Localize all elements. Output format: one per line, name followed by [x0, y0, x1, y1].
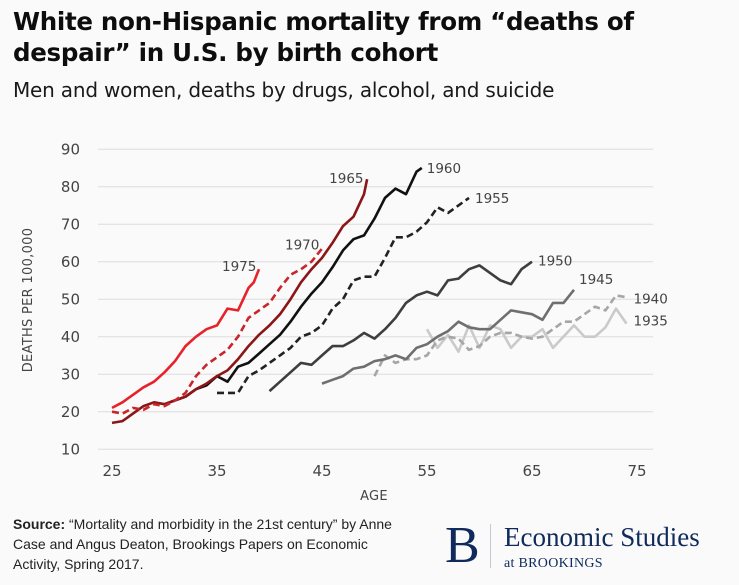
y-tick-label: 90	[61, 141, 80, 159]
y-axis-label: DEATHS PER 100,000	[21, 228, 36, 373]
brand-subtitle: at BROOKINGS	[504, 556, 603, 571]
x-tick-label: 45	[312, 462, 331, 480]
y-tick-label: 40	[61, 328, 80, 346]
series-line-1965	[111, 178, 369, 425]
y-tick-label: 70	[61, 216, 80, 234]
x-tick-label: 55	[417, 462, 436, 480]
x-axis-ticks: 25 35 45 55 65 75	[102, 462, 646, 480]
chart-title: White non-Hispanic mortality from “death…	[13, 7, 634, 67]
brand-letter-icon: B	[445, 517, 480, 574]
x-tick-label: 75	[627, 462, 646, 480]
source-text: “Mortality and morbidity in the 21st cen…	[13, 516, 392, 572]
series-label-1970: 1970	[285, 238, 319, 254]
series-line-1955	[217, 196, 470, 395]
x-tick-label: 65	[522, 462, 541, 480]
chart-subtitle: Men and women, deaths by drugs, alcohol,…	[13, 78, 555, 102]
series-labels: 1935 1940 1945 1950 1955 1960 1965 1970 1975	[222, 161, 668, 330]
source-note: Source: “Mortality and morbidity in the …	[13, 514, 403, 574]
y-tick-label: 80	[61, 178, 80, 196]
y-tick-label: 20	[61, 403, 80, 421]
brand-name: Economic Studies	[504, 522, 700, 552]
series-line-1935	[425, 307, 628, 354]
series-label-1945: 1945	[579, 272, 613, 288]
y-tick-label: 60	[61, 253, 80, 271]
y-tick-label: 30	[61, 366, 80, 384]
y-tick-label: 10	[61, 441, 80, 459]
y-tick-label: 50	[61, 291, 80, 309]
series-line-1970	[111, 247, 324, 415]
series-label-1950: 1950	[538, 254, 572, 270]
series-line-1975	[111, 268, 261, 410]
x-tick-label: 25	[102, 462, 121, 480]
series-label-1940: 1940	[634, 291, 668, 307]
gridlines	[98, 148, 653, 450]
x-axis-label: AGE	[360, 489, 388, 504]
x-tick-label: 35	[207, 462, 226, 480]
series-label-1935: 1935	[634, 314, 668, 330]
series-line-1940	[373, 294, 627, 377]
brand-divider	[490, 524, 491, 568]
series-line-1945	[321, 288, 576, 385]
series-line-1950	[268, 260, 533, 393]
series-label-1975: 1975	[222, 259, 256, 275]
series-label-1955: 1955	[475, 191, 509, 207]
series-lines	[111, 166, 628, 425]
series-label-1960: 1960	[427, 161, 461, 177]
y-axis-ticks: 10 20 30 40 50 60 70 80 90	[61, 141, 80, 459]
source-label: Source:	[13, 516, 66, 532]
series-label-1965: 1965	[329, 171, 363, 187]
